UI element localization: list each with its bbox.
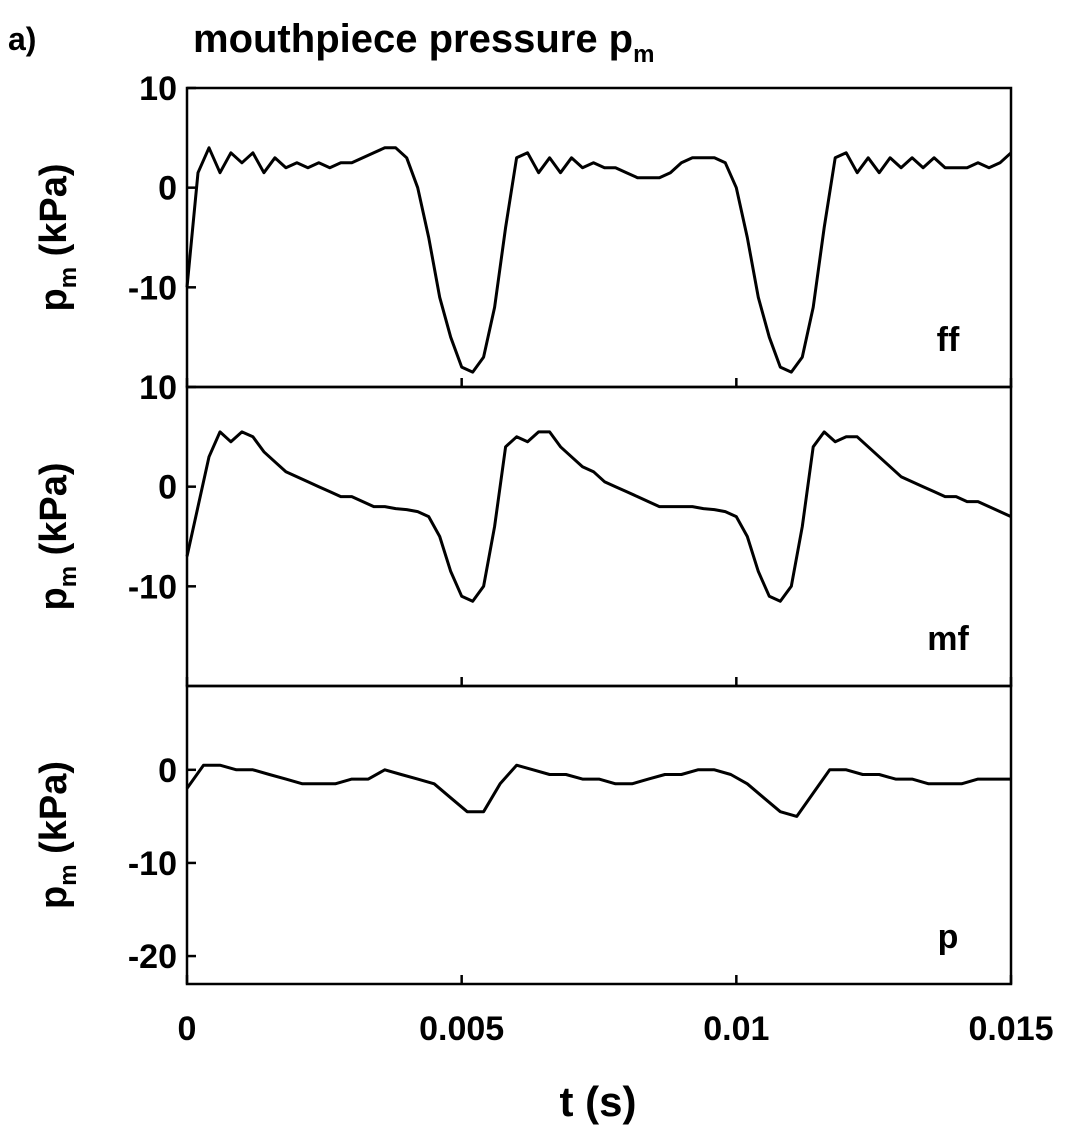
panel-mf: 10 0 -10 pm (kPa) mf: [33, 369, 1013, 688]
y-axis-label-main: p: [33, 288, 75, 311]
y-axis-label-subscript: m: [55, 864, 82, 885]
dynamic-tag: p: [938, 918, 959, 956]
dynamic-tag: mf: [927, 620, 969, 658]
y-axis-label-main: p: [33, 587, 75, 610]
series-line: [185, 430, 1012, 603]
y-axis-label-rest: (kPa): [33, 163, 75, 266]
x-tick-label: 0.01: [703, 1010, 769, 1048]
y-tick-label: -10: [128, 845, 177, 883]
y-tick-label: 10: [139, 70, 177, 108]
series-line: [185, 763, 1011, 818]
panel-frame: [185, 86, 1013, 389]
x-axis-label: t (s): [560, 1078, 637, 1125]
y-tick-label: 0: [158, 170, 177, 208]
y-axis-label-subscript: m: [55, 566, 82, 587]
panel-frame: [185, 684, 1013, 986]
y-axis-label-main: p: [33, 886, 75, 909]
y-tick-label: 10: [139, 369, 177, 407]
panel-ff: 10 0 -10 pm (kPa) ff: [33, 70, 1013, 389]
y-axis-label: pm (kPa): [33, 163, 82, 311]
x-tick-label: 0.005: [419, 1010, 504, 1048]
y-axis-label-subscript: m: [55, 267, 82, 288]
dynamic-tag: ff: [937, 321, 960, 359]
y-tick-label: 0: [158, 752, 177, 790]
x-axis: 0 0.005 0.01 0.015: [178, 1010, 1054, 1048]
chart-title-subscript: m: [633, 41, 654, 68]
x-tick-label: 0.015: [968, 1010, 1053, 1048]
y-tick-label: -20: [128, 938, 177, 976]
y-tick-label: 0: [158, 469, 177, 507]
y-tick-label: -10: [128, 568, 177, 606]
panel-frame: [185, 385, 1013, 688]
chart-title-main: mouthpiece pressure p: [193, 17, 633, 61]
y-tick-label: -10: [128, 269, 177, 307]
chart-title: mouthpiece pressure pm: [193, 17, 654, 68]
panel-letter: a): [8, 21, 36, 57]
y-axis-label-rest: (kPa): [33, 462, 75, 565]
x-tick-label: 0: [178, 1010, 197, 1048]
y-axis-label-rest: (kPa): [33, 761, 75, 864]
series-line: [185, 146, 1013, 374]
y-axis-label: pm (kPa): [33, 462, 82, 610]
y-axis-label: pm (kPa): [33, 761, 82, 909]
